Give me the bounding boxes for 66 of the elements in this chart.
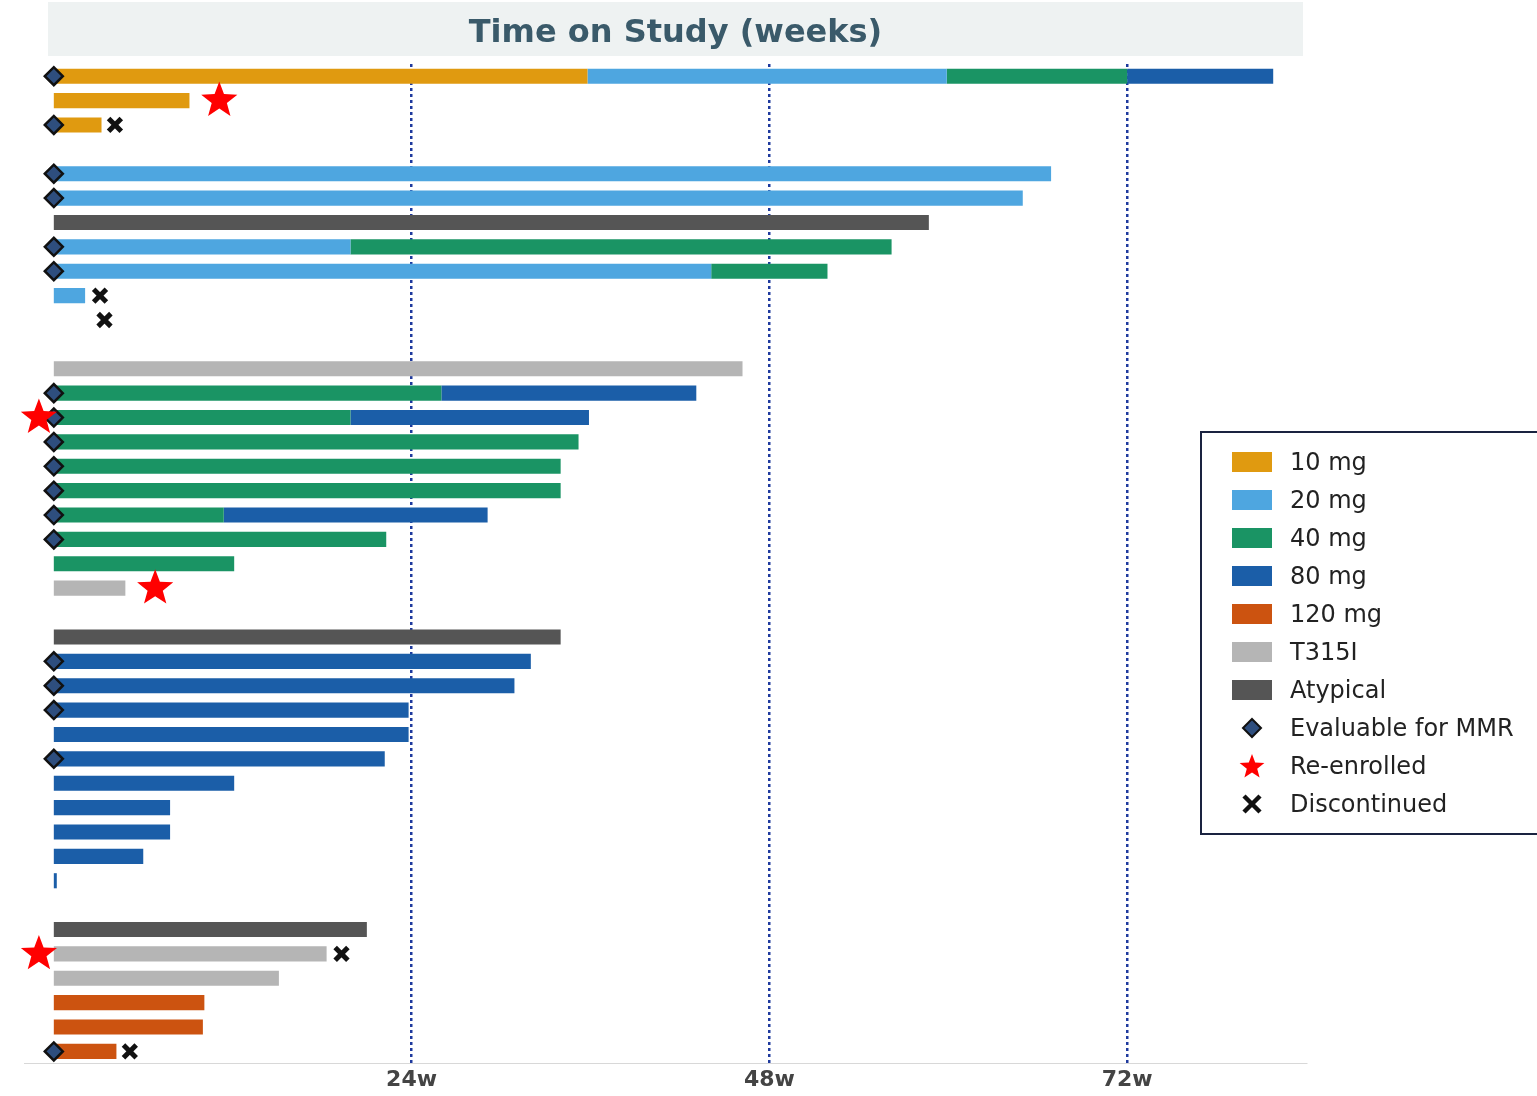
bar [53,775,235,791]
point [43,651,65,672]
point [332,945,351,963]
point [43,456,65,477]
bar [53,726,409,743]
bar [53,848,144,864]
point [43,260,65,282]
point [43,699,65,721]
x-tick-label: 48w [743,1065,795,1091]
legend-label: 80 mg [1290,562,1367,590]
bar [946,68,1128,84]
chart-title: Time on Study (weeks) [48,2,1303,56]
legend-label: Re-enrolled [1290,752,1427,780]
point [43,187,65,209]
point [43,114,65,136]
bar [223,507,488,523]
point [201,81,238,116]
bar [53,580,126,596]
legend-label: 10 mg [1290,448,1367,476]
bar [53,970,279,986]
point [43,748,65,770]
bar [350,409,589,426]
x-tick-label: 24w [386,1065,438,1091]
point [43,480,65,501]
bar [53,946,327,962]
bar [441,385,697,401]
legend-label: T315I [1290,638,1358,666]
bar [53,288,86,304]
legend-label: 40 mg [1290,524,1367,552]
legend-label: Discontinued [1290,790,1448,818]
bar [53,214,929,231]
point [43,65,65,87]
bar [53,824,171,840]
bar [1127,68,1274,84]
point [43,504,65,526]
legend-label: Atypical [1290,676,1387,704]
bar [711,263,828,279]
point [43,431,65,453]
bar [350,239,892,255]
point [43,382,65,404]
legend-label: 20 mg [1290,486,1367,514]
x-tick-label: 72w [1101,1065,1153,1091]
bar [53,800,171,816]
bar [53,556,235,572]
bar [53,93,190,109]
bar [587,68,947,84]
bar [53,629,561,645]
legend-label: 120 mg [1290,600,1383,628]
point [20,398,57,433]
legend-label: Evaluable for MMR [1290,714,1514,742]
point [91,286,109,305]
point [106,116,124,134]
bar [53,995,205,1011]
bar [53,1019,203,1035]
point [137,569,174,604]
point [43,675,65,696]
bar [53,361,743,377]
point [95,311,114,329]
point [120,1042,139,1061]
point [43,236,65,258]
point [43,529,65,550]
point [20,934,57,970]
point [43,1041,65,1062]
bar [53,921,367,938]
bar [53,873,57,889]
point [43,163,65,184]
